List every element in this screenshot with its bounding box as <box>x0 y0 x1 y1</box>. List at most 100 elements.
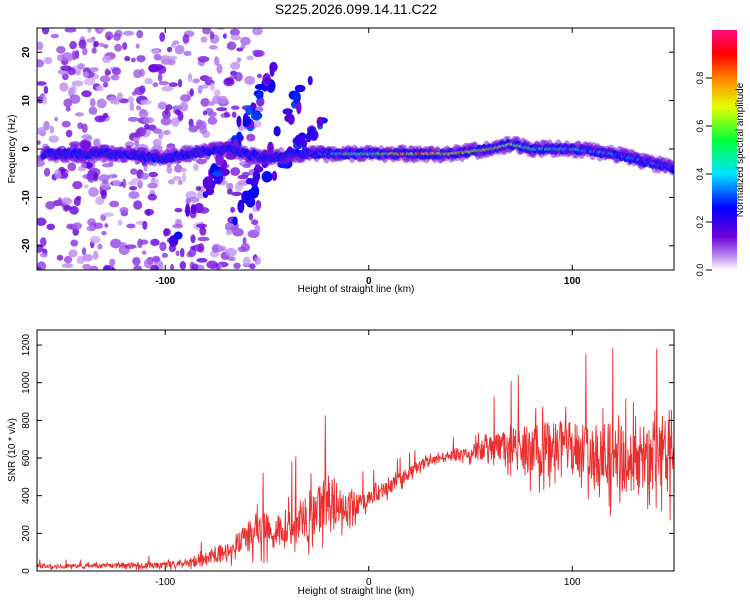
heatmap-streak-cell <box>316 116 324 127</box>
heatmap-noise-cell <box>134 86 145 96</box>
heatmap-noise-cell <box>196 257 208 263</box>
heatmap-noise-cell <box>117 241 127 248</box>
heatmap-noise-cell <box>93 172 99 182</box>
heatmap-noise-cell <box>158 80 169 86</box>
heatmap-noise-cell <box>91 47 97 54</box>
heatmap-noise-cell <box>177 79 183 88</box>
heatmap-noise-cell <box>37 217 47 227</box>
heatmap-noise-cell <box>236 57 242 63</box>
heatmap-noise-cell <box>166 165 173 174</box>
heatmap-noise-cell <box>144 208 155 216</box>
heatmap-noise-cell <box>190 245 196 251</box>
heatmap-band-cell <box>670 166 674 174</box>
heatmap-noise-cell <box>103 44 109 49</box>
snr-x-ticks: -100 0 100 <box>155 330 581 588</box>
heatmap-noise-cell <box>253 120 262 128</box>
heatmap-noise-cell <box>81 134 92 140</box>
heatmap-noise-cell <box>140 172 149 180</box>
heatmap-noise-cell <box>174 109 182 116</box>
heatmap-noise-cell <box>188 125 199 133</box>
heatmap-streak-cell <box>255 92 264 100</box>
heatmap-noise-cell <box>230 61 241 70</box>
heatmap-noise-cell <box>72 180 83 190</box>
heatmap-noise-cell <box>37 266 42 270</box>
heatmap-noise-cell <box>63 255 73 264</box>
heatmap-streak-cell <box>212 170 223 177</box>
snr-y-tick-label: 200 <box>21 525 32 542</box>
heatmap-streak-cell <box>205 187 215 196</box>
heatmap-noise-cell <box>114 43 123 52</box>
heatmap-noise-cell <box>81 123 88 133</box>
heatmap-noise-cell <box>50 33 60 39</box>
heatmap-noise-cell <box>166 46 173 53</box>
heatmap-streak-cell <box>243 194 251 201</box>
heatmap-noise-cell <box>109 258 116 267</box>
heatmap-noise-cell <box>130 57 136 63</box>
heatmap-noise-cell <box>161 85 174 92</box>
heatmap-noise-cell <box>167 58 176 66</box>
heatmap-noise-cell <box>231 111 237 118</box>
heatmap-noise-cell <box>122 41 128 51</box>
heatmap-noise-cell <box>236 47 244 52</box>
heatmap-noise-cell <box>86 38 94 43</box>
heatmap-noise-cell <box>230 105 240 110</box>
heatmap-noise-cell <box>54 169 62 180</box>
heatmap-noise-cell <box>119 207 129 214</box>
snr-y-ticks: 0 200 400 600 800 1000 1200 <box>21 334 674 574</box>
heatmap-noise-cell <box>124 244 137 249</box>
heatmap-noise-cell <box>69 94 81 104</box>
heatmap-noise-cell <box>136 127 147 137</box>
heatmap-noise-cell <box>61 197 73 205</box>
heatmap-noise-cell <box>61 120 71 128</box>
colorbar: 0.0 0.2 0.4 0.6 0.8 Normalized spectral ampl… <box>695 30 746 276</box>
heatmap-noise-cell <box>193 163 199 172</box>
heatmap-noise-cell <box>110 74 120 81</box>
heatmap-noise-cell <box>117 219 123 226</box>
heatmap-noise-cell <box>37 244 44 254</box>
heatmap-streak-cell <box>242 115 252 127</box>
heatmap-noise-cell <box>74 112 84 117</box>
heatmap-noise-cell <box>137 238 143 249</box>
heatmap-y-tick-label: 0 <box>21 146 32 152</box>
heatmap-noise-cell <box>104 68 110 77</box>
heatmap-noise-cell <box>86 225 97 232</box>
heatmap-noise-cell <box>191 263 199 270</box>
heatmap-noise-cell <box>177 179 183 186</box>
heatmap-noise-cell <box>242 256 251 267</box>
heatmap-noise-cell <box>43 85 49 95</box>
heatmap-noise-cell <box>233 262 241 270</box>
heatmap-streak-cell <box>202 176 214 190</box>
heatmap-streak-cell <box>168 235 179 247</box>
heatmap-noise-cell <box>150 265 159 270</box>
heatmap-streak-cell <box>294 134 305 146</box>
heatmap-noise-cell <box>96 98 107 109</box>
snr-y-tick-label: 1000 <box>21 371 32 394</box>
heatmap-noise-cell <box>132 256 141 266</box>
heatmap-noise-cell <box>174 164 183 173</box>
heatmap-noise-cell <box>179 101 189 112</box>
heatmap-noise-cell <box>202 28 212 35</box>
heatmap-noise-cell <box>206 260 218 269</box>
heatmap-noise-cell <box>180 247 185 258</box>
heatmap-noise-cell <box>136 105 142 111</box>
heatmap-noise-cell <box>112 179 122 187</box>
heatmap-noise-cell <box>226 41 237 51</box>
snr-series-line <box>37 347 674 571</box>
heatmap-noise-cell <box>113 97 120 105</box>
heatmap-noise-cell <box>240 36 251 46</box>
snr-x-tick-label: 100 <box>564 577 581 588</box>
heatmap-noise-cell <box>192 78 200 84</box>
heatmap-noise-cell <box>229 75 238 80</box>
heatmap-noise-cell <box>199 226 207 236</box>
heatmap-noise-cell <box>159 32 166 42</box>
snr-y-tick-label: 800 <box>21 412 32 429</box>
heatmap-streak-cell <box>236 131 243 142</box>
heatmap-noise-cell <box>89 98 96 107</box>
heatmap-noise-cell <box>195 158 207 165</box>
heatmap-noise-cell <box>141 250 147 255</box>
heatmap-noise-cell <box>94 115 106 123</box>
heatmap-streak-cell <box>250 184 260 199</box>
heatmap-noise-cell <box>252 28 257 35</box>
heatmap-noise-cell <box>197 236 210 242</box>
